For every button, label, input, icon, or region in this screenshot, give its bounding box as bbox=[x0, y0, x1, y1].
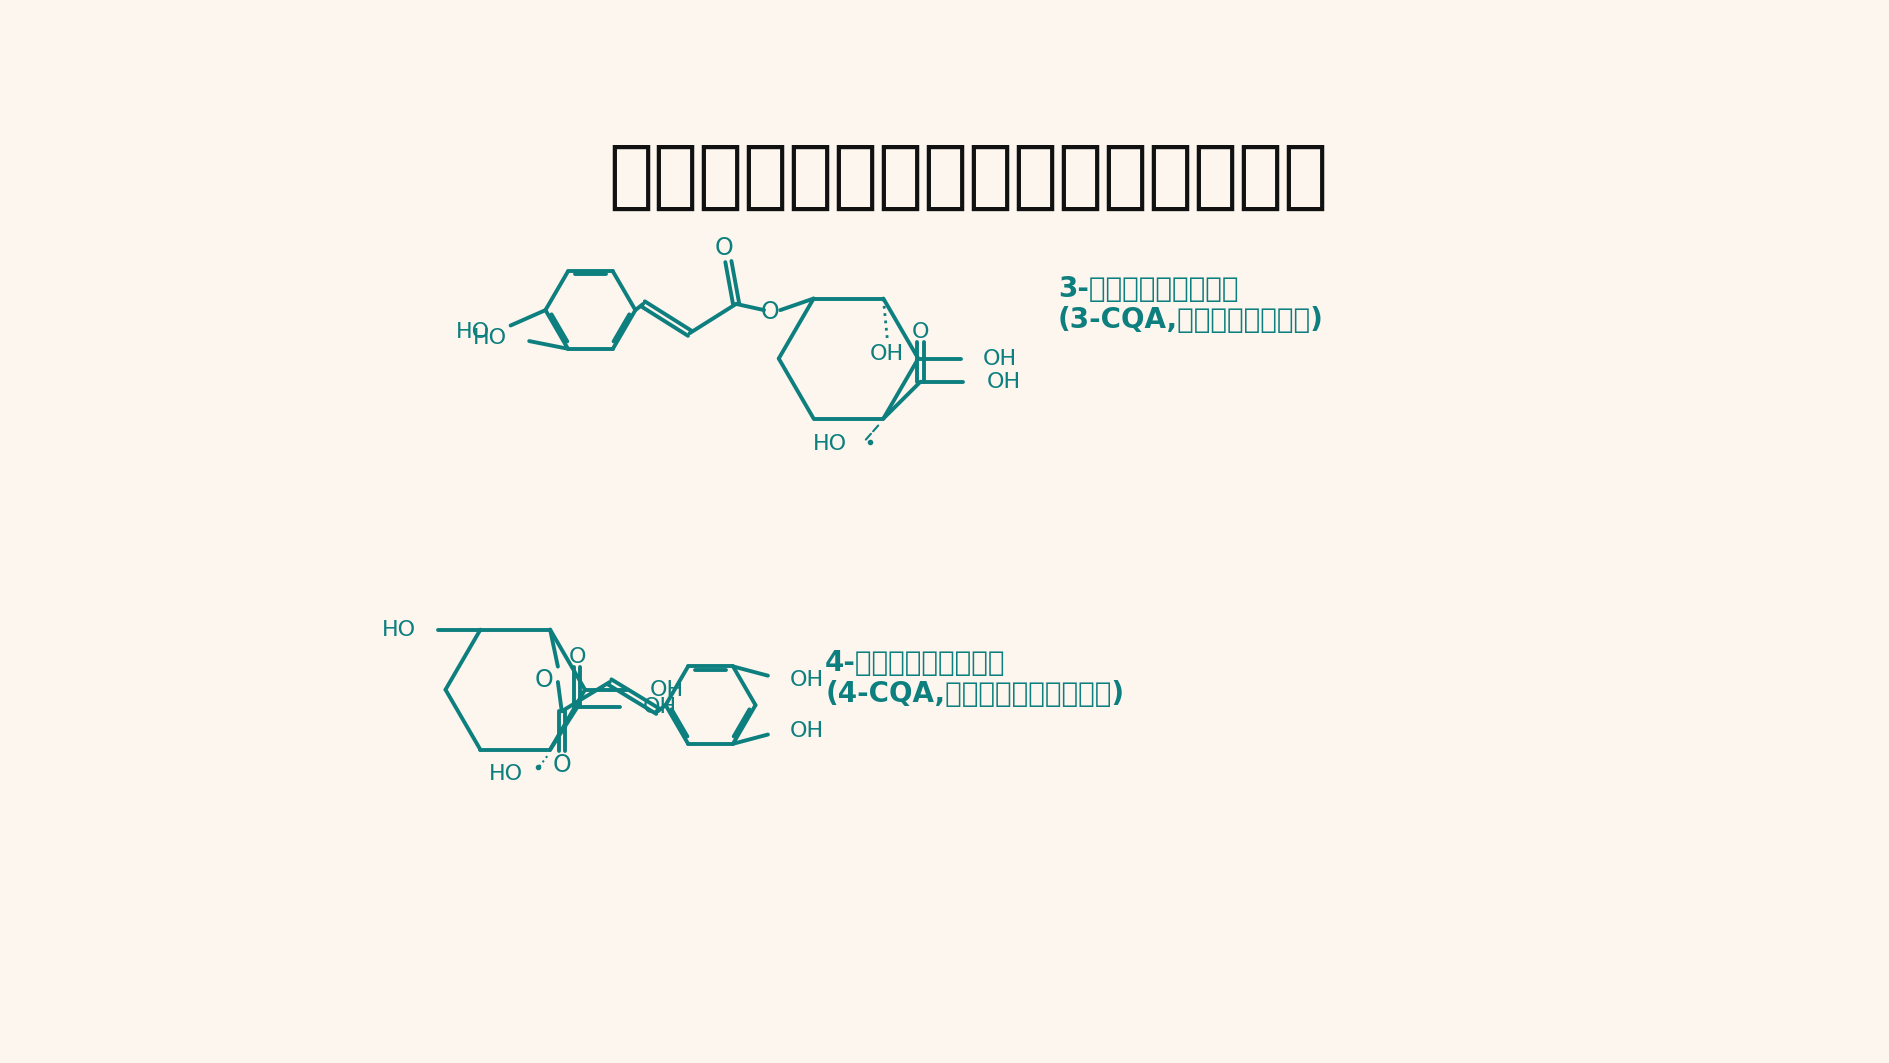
Text: O: O bbox=[910, 322, 929, 341]
Text: O: O bbox=[761, 300, 778, 323]
Text: OH: OH bbox=[982, 349, 1016, 369]
Text: (4-CQA,クリプトクロロゲン酸): (4-CQA,クリプトクロロゲン酸) bbox=[825, 679, 1124, 708]
Text: OH: OH bbox=[790, 670, 824, 690]
Text: (3-CQA,ネオクロロゲン酸): (3-CQA,ネオクロロゲン酸) bbox=[1058, 306, 1322, 334]
Text: HO: HO bbox=[455, 322, 489, 341]
Text: 4-カフェオイルキナ酸: 4-カフェオイルキナ酸 bbox=[825, 648, 1005, 677]
Text: HO: HO bbox=[812, 434, 846, 454]
Text: OH: OH bbox=[790, 721, 824, 741]
Text: OH: OH bbox=[986, 372, 1020, 391]
Text: OH: OH bbox=[869, 344, 903, 364]
Text: HO: HO bbox=[472, 328, 508, 348]
Text: コーヒーの舌触りを担当する小分子: コーヒーの舌触りを担当する小分子 bbox=[608, 141, 1328, 214]
Text: OH: OH bbox=[650, 679, 684, 699]
Text: O: O bbox=[569, 646, 586, 667]
Text: HO: HO bbox=[489, 764, 523, 784]
Text: O: O bbox=[552, 754, 570, 777]
Text: O: O bbox=[714, 236, 733, 259]
Text: OH: OH bbox=[642, 697, 676, 718]
Text: 3-カフェオイルキナ酸: 3-カフェオイルキナ酸 bbox=[1058, 275, 1237, 303]
Text: O: O bbox=[535, 669, 553, 692]
Text: HO: HO bbox=[382, 620, 416, 640]
